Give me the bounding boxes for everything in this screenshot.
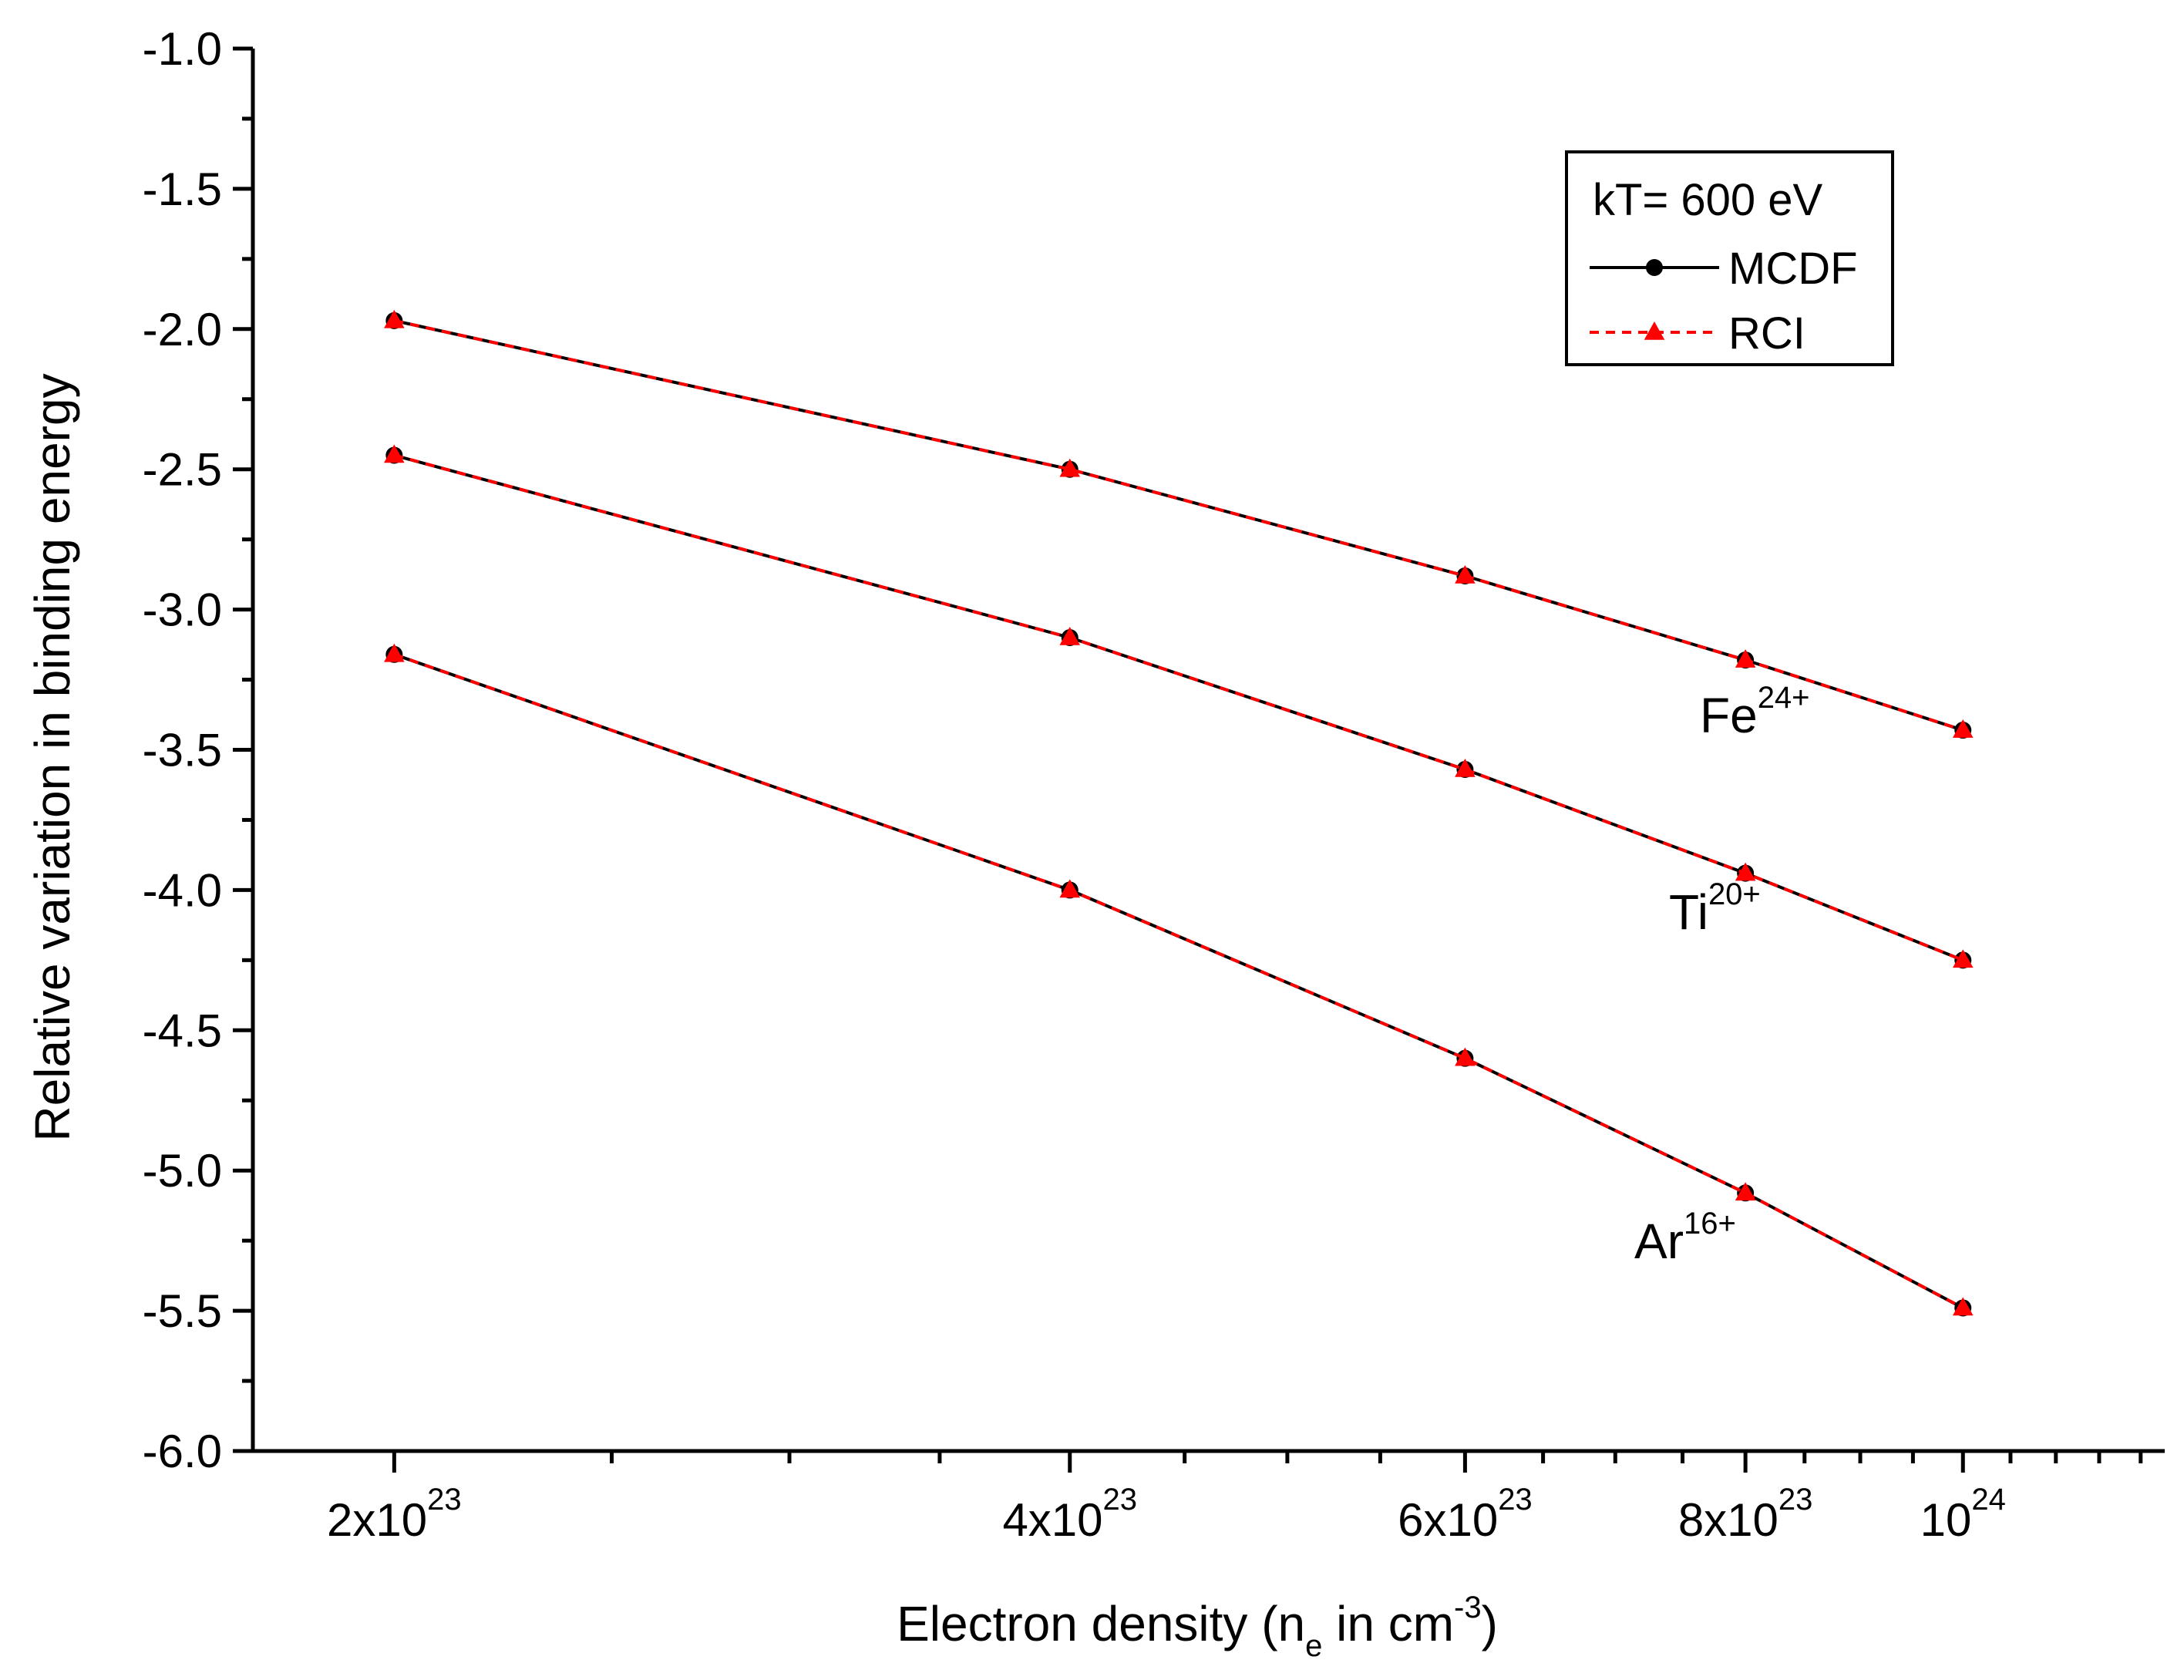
data-point-triangle [1059,626,1081,645]
legend-title: kT= 600 eV [1593,175,1823,225]
series-label-charge: 16+ [1684,1207,1736,1241]
series-line [393,453,1964,962]
series-label-ar: Ar16+ [1634,1207,1736,1269]
legend: kT= 600 eV MCDF RCI [1565,150,1894,366]
x-axis-title-sup: -3 [1454,1591,1482,1624]
y-tick-label: -4.0 [143,864,222,916]
series-label-ion: Fe [1700,688,1758,743]
x-axis-title-middle: in cm [1322,1596,1454,1651]
x-tick-base: 6x10 [1398,1494,1498,1546]
series-line [393,318,1964,732]
data-point-triangle [1455,758,1476,777]
data-point-triangle [384,643,405,662]
x-axis-title: Electron density (ne in cm-3) [897,1591,1498,1663]
x-tick-exponent: 23 [1498,1483,1533,1517]
series-fe-rci [384,309,1974,738]
data-point-triangle [1735,1182,1756,1201]
x-axis-title-suffix: ) [1482,1596,1498,1651]
series-label-charge: 20+ [1708,877,1761,911]
y-tick-label: -6.0 [143,1426,222,1477]
x-tick-label: 4x1023 [1002,1483,1137,1546]
series-ti-rci [384,444,1974,968]
series-labels: Fe24+ Ti20+ Ar16+ [1634,681,1810,1269]
legend-label: RCI [1728,308,1805,359]
data-point-triangle [1952,949,1974,968]
x-tick-base: 10 [1920,1494,1972,1546]
y-tick-label: -1.0 [143,23,222,75]
legend-marker-circle [1646,259,1663,276]
axes: -1.0 -1.5 -2.0 -2.5 -3.0 -3.5 -4.0 -4.5 -5.0 -5.5… [25,23,2165,1663]
data-point-triangle [384,444,405,463]
data-point-triangle [1735,649,1756,668]
series-line [393,652,1964,1310]
x-axis-title-sub: e [1305,1629,1322,1663]
y-tick-label: -2.5 [143,444,222,496]
data-point-triangle [1735,862,1756,881]
x-tick-base: 2x10 [327,1494,427,1546]
x-tick-label: 1024 [1920,1483,2006,1546]
x-axis-title-prefix: Electron density (n [897,1596,1305,1651]
data-point-triangle [1952,1297,1974,1316]
data-point-triangle [1952,719,1974,738]
data-point-triangle [1455,1047,1476,1066]
y-tick-label: -4.5 [143,1005,222,1056]
y-tick-label: -3.5 [143,725,222,776]
x-tick-exponent: 23 [427,1483,462,1517]
y-tick-label: -2.0 [143,304,222,355]
y-tick-label: -1.5 [143,163,222,215]
series-label-fe: Fe24+ [1700,681,1810,743]
x-tick-exponent: 23 [1103,1483,1138,1517]
series-label-ion: Ar [1634,1214,1684,1269]
y-tick-label: -3.0 [143,584,222,636]
series-label-ti: Ti20+ [1669,877,1761,940]
y-tick-label: -5.5 [143,1285,222,1337]
series-label-ion: Ti [1669,884,1708,940]
x-tick-base: 8x10 [1678,1494,1778,1546]
data-point-triangle [1059,458,1081,477]
data-point-triangle [1455,564,1476,584]
x-tick-exponent: 24 [1971,1483,2006,1517]
x-tick-label: 8x1023 [1678,1483,1813,1546]
y-axis-title: Relative variation in binding energy [25,373,80,1141]
x-tick-base: 4x10 [1002,1494,1102,1546]
series-line [393,318,1964,732]
series-group [384,309,1974,1317]
data-point-triangle [1059,879,1081,898]
series-label-charge: 24+ [1758,681,1810,715]
y-tick-label: -5.0 [143,1145,222,1197]
legend-marker-triangle [1644,322,1665,340]
x-tick-exponent: 23 [1778,1483,1813,1517]
legend-label: MCDF [1728,244,1858,294]
data-point-triangle [384,309,405,328]
x-tick-label: 6x1023 [1398,1483,1533,1546]
series-ar-rci [384,643,1974,1316]
x-tick-label: 2x1023 [327,1483,462,1546]
legend-box [1565,150,1894,366]
